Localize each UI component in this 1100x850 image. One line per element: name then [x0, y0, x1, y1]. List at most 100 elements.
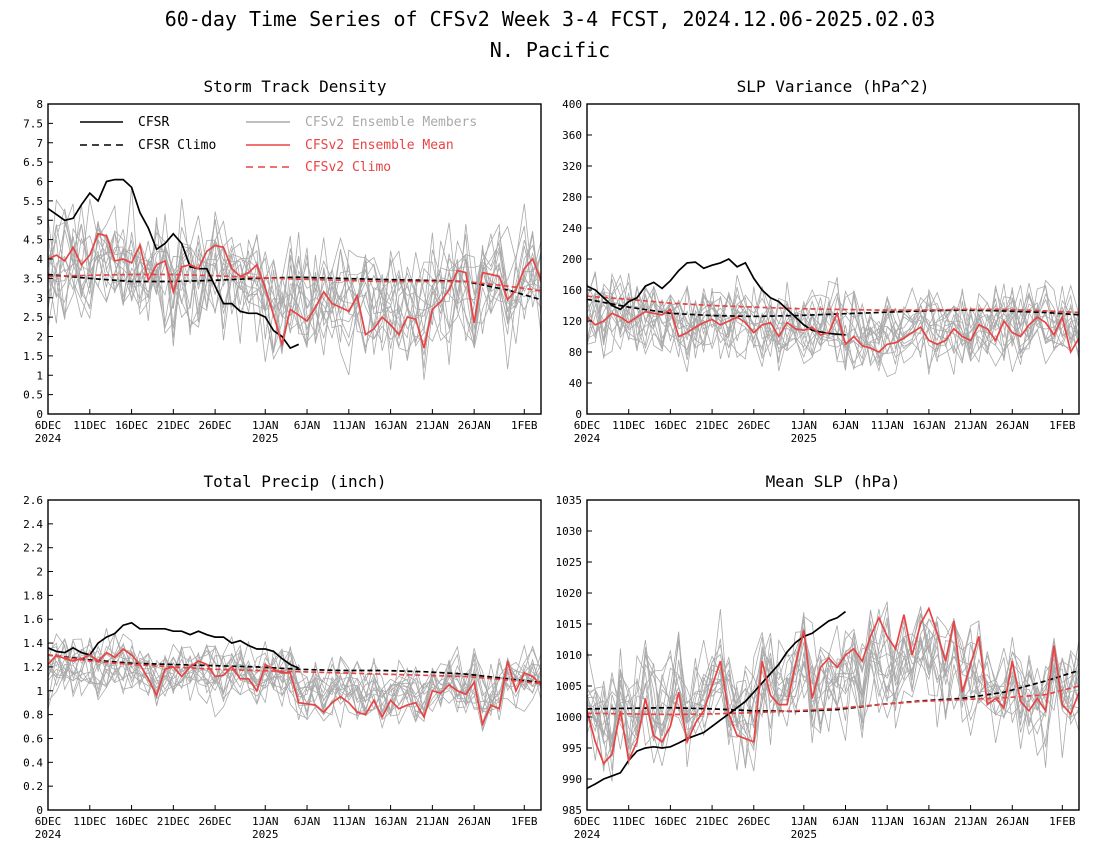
series-line-cfsv2-climo — [587, 295, 1079, 314]
x-tick-label: 16DEC — [115, 419, 148, 432]
x-year-label: 2025 — [791, 828, 818, 841]
y-tick-label: 1.2 — [23, 661, 43, 674]
x-tick-label: 6DEC — [35, 815, 62, 828]
ensemble-member-line — [587, 288, 1079, 369]
x-tick-label: 11JAN — [871, 419, 904, 432]
x-tick-label: 21DEC — [696, 815, 729, 828]
ensemble-member-line — [48, 204, 541, 371]
series-line-cfsv2-ensemble-mean — [587, 606, 1079, 766]
y-tick-label: 6.5 — [23, 156, 43, 169]
y-tick-label: 1015 — [556, 618, 583, 631]
x-tick-label: 26DEC — [199, 419, 232, 432]
plot-frame — [47, 499, 542, 811]
panel-mean-slp: Mean SLP (hPa) 985 990 995 1000 1005 1010 1015… — [556, 472, 1080, 841]
panel-title: Total Precip (inch) — [203, 472, 386, 491]
x-tick-label: 1JAN — [252, 815, 279, 828]
x-year-label: 2024 — [574, 432, 601, 445]
y-tick-label: 320 — [562, 160, 582, 173]
y-tick-label: 1010 — [556, 649, 583, 662]
x-year-label: 2024 — [35, 432, 62, 445]
y-tick-label: 400 — [562, 98, 582, 111]
x-tick-label: 26DEC — [199, 815, 232, 828]
y-tick-label: 1000 — [556, 711, 583, 724]
y-tick-label: 4.5 — [23, 234, 43, 247]
legend-label-cfsv2-climo: CFSv2 Climo — [305, 160, 391, 175]
y-tick-label: 990 — [562, 773, 582, 786]
series-line-cfsv2-climo — [48, 654, 541, 685]
y-tick-label: 0.2 — [23, 780, 43, 793]
x-tick-label: 21DEC — [157, 815, 190, 828]
x-tick-label: 26JAN — [996, 815, 1029, 828]
y-tick-label: 0 — [36, 408, 43, 421]
figure-subtitle: N. Pacific — [490, 38, 610, 62]
y-tick-label: 1.8 — [23, 589, 43, 602]
plot-area — [48, 178, 541, 380]
x-year-label: 2025 — [252, 828, 279, 841]
x-year-label: 2025 — [791, 432, 818, 445]
y-tick-label: 2 — [36, 566, 43, 579]
y-tick-label: 0.8 — [23, 709, 43, 722]
y-tick-label: 1020 — [556, 587, 583, 600]
y-tick-label: 1.5 — [23, 350, 43, 363]
series-line-cfsr-climo — [48, 654, 541, 684]
x-tick-label: 11JAN — [332, 419, 365, 432]
ensemble-member-line — [48, 638, 541, 721]
y-tick-label: 360 — [562, 129, 582, 142]
ensemble-member-line — [48, 223, 541, 369]
plot-area — [587, 601, 1079, 790]
y-tick-label: 2.6 — [23, 494, 43, 507]
x-tick-label: 1FEB — [511, 815, 538, 828]
panel-title: SLP Variance (hPa^2) — [737, 77, 930, 96]
ensemble-member-line — [587, 613, 1079, 766]
x-tick-label: 26DEC — [737, 419, 770, 432]
series-line-cfsv2-climo — [48, 273, 541, 292]
x-tick-label: 21JAN — [416, 419, 449, 432]
x-tick-label: 21DEC — [696, 419, 729, 432]
y-tick-label: 120 — [562, 315, 582, 328]
y-tick-label: 1005 — [556, 680, 583, 693]
x-tick-label: 6DEC — [35, 419, 62, 432]
x-tick-label: 16DEC — [654, 419, 687, 432]
x-tick-label: 26JAN — [458, 815, 491, 828]
x-tick-label: 26JAN — [458, 419, 491, 432]
y-tick-label: 0 — [575, 408, 582, 421]
y-tick-label: 200 — [562, 253, 582, 266]
x-tick-label: 1FEB — [511, 419, 538, 432]
legend-label-mean: CFSv2 Ensemble Mean — [305, 138, 454, 153]
series-line-cfsv2-ensemble-mean — [587, 308, 1079, 355]
ensemble-member-line — [48, 648, 541, 724]
x-tick-label: 16DEC — [115, 815, 148, 828]
y-tick-label: 0.4 — [23, 756, 43, 769]
series-line-cfsr-climo — [587, 669, 1079, 713]
y-tick-label: 3.5 — [23, 272, 43, 285]
panel-storm-track-density: Storm Track Density 0 0.5 1 1.5 2 2.5 3 3.5 4 4.5… — [23, 77, 542, 445]
ensemble-member-line — [48, 224, 541, 355]
x-tick-label: 6DEC — [574, 419, 601, 432]
ensemble-members — [587, 271, 1079, 378]
legend-label-cfsr-climo: CFSR Climo — [138, 138, 216, 153]
y-tick-label: 7 — [36, 137, 43, 150]
ensemble-member-line — [587, 606, 1079, 766]
y-tick-label: 0.6 — [23, 732, 43, 745]
y-tick-label: 7.5 — [23, 117, 43, 130]
x-tick-label: 6DEC — [574, 815, 601, 828]
y-tick-label: 985 — [562, 804, 582, 817]
x-tick-label: 11DEC — [73, 815, 106, 828]
y-tick-label: 1 — [36, 685, 43, 698]
y-tick-label: 240 — [562, 222, 582, 235]
y-tick-label: 3 — [36, 292, 43, 305]
legend: CFSR CFSR Climo CFSv2 Ensemble Members C… — [80, 115, 477, 175]
ensemble-member-line — [587, 621, 1079, 769]
figure-title: 60-day Time Series of CFSv2 Week 3-4 FCS… — [165, 7, 936, 31]
x-tick-label: 6JAN — [832, 815, 859, 828]
y-tick-label: 2.2 — [23, 542, 43, 555]
panel-title: Storm Track Density — [203, 77, 386, 96]
x-tick-label: 1JAN — [252, 419, 279, 432]
x-tick-label: 21DEC — [157, 419, 190, 432]
legend-label-members: CFSv2 Ensemble Members — [305, 115, 477, 130]
x-tick-label: 26JAN — [996, 419, 1029, 432]
ensemble-member-line — [587, 610, 1079, 738]
y-tick-label: 2.5 — [23, 311, 43, 324]
y-tick-label: 8 — [36, 98, 43, 111]
